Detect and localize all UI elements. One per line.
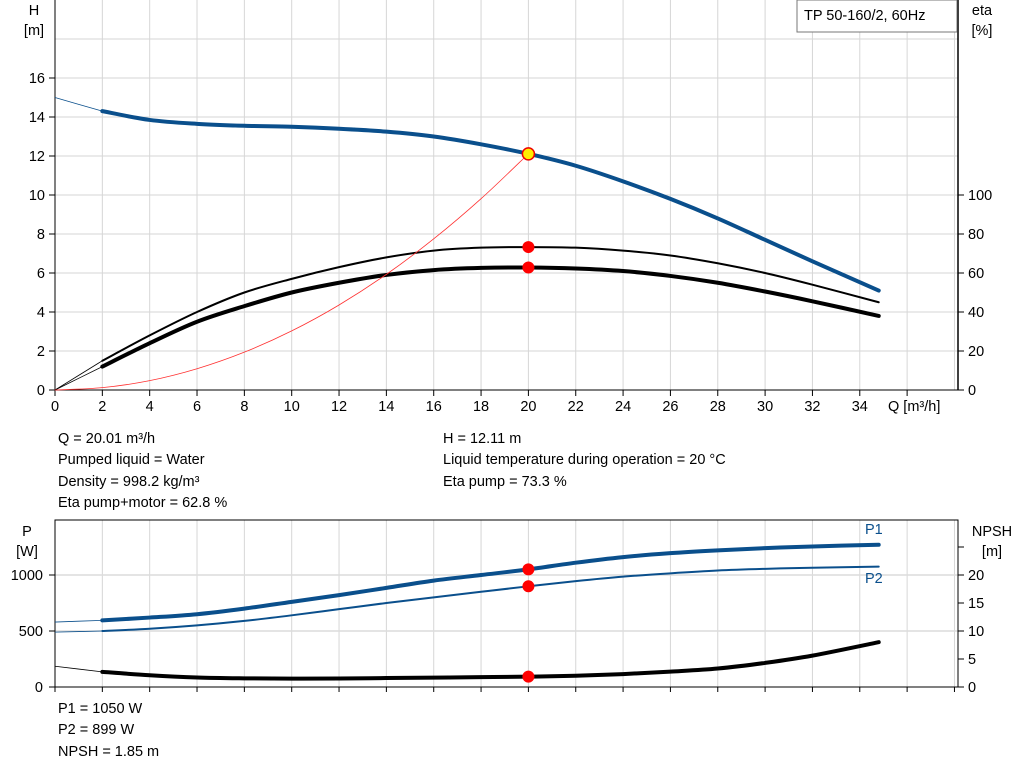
info-npsh: NPSH = 1.85 m [58,744,160,760]
x-tick-label: 32 [804,399,820,415]
y-tick-label: 8 [37,227,45,243]
npsh-tick-label: 15 [968,596,984,612]
x-tick-label: 34 [852,399,868,415]
info-p2: P2 = 899 W [58,722,135,738]
x-tick-label: 14 [378,399,394,415]
bottom-P1-duty-point [522,563,535,576]
y-tick-label: 4 [37,305,45,321]
y-tick-label: 14 [29,110,45,126]
p-tick-label: 500 [19,624,43,640]
x-axis-label: Q [m³/h] [888,399,940,415]
p-axis-unit: [W] [16,544,38,560]
x-tick-label: 12 [331,399,347,415]
x-tick-label: 26 [662,399,678,415]
y2-axis-unit: [%] [972,23,993,39]
p1-series-label: P1 [865,522,883,538]
npsh-axis-unit: [m] [982,544,1002,560]
y2-tick-label: 0 [968,383,976,399]
info-liquid: Pumped liquid = Water [58,452,205,468]
x-tick-label: 20 [520,399,536,415]
x-tick-label: 30 [757,399,773,415]
bottom-P1-extrapolated [54,619,103,623]
info-p1: P1 = 1050 W [58,701,143,717]
y-tick-label: 2 [37,344,45,360]
x-tick-label: 4 [146,399,154,415]
chart-title: TP 50-160/2, 60Hz [804,8,925,24]
bottom-P2-duty-point [522,580,535,593]
info-eta-pump: Eta pump = 73.3 % [443,474,567,490]
npsh-tick-label: 10 [968,624,984,640]
bottom-NPSH-duty-point [522,670,535,683]
info-eta-pump-motor: Eta pump+motor = 62.8 % [58,495,228,511]
bottom-P1-curve [100,542,881,623]
bottom-NPSH-extrapolated [54,665,103,673]
top-H-extrapolated [54,97,103,112]
bottom-NPSH-curve [100,640,881,681]
y-tick-label: 6 [37,266,45,282]
y2-tick-label: 40 [968,305,984,321]
p-tick-label: 1000 [11,568,43,584]
info-flow: Q = 20.01 m³/h [58,431,156,447]
bottom-P2-extrapolated [54,630,103,633]
x-tick-label: 10 [284,399,300,415]
top-system_curve-curve [54,153,529,391]
y-tick-label: 12 [29,149,45,165]
x-tick-label: 22 [568,399,584,415]
top-eta_pump-curve [101,246,880,362]
npsh-tick-label: 0 [968,680,976,696]
y2-axis-label: eta [972,3,993,19]
p2-series-label: P2 [865,571,883,587]
info-density: Density = 998.2 kg/m³ [58,474,200,490]
legend-box [796,0,958,33]
y2-tick-label: 100 [968,188,992,204]
top-eta_pump-duty-point [522,241,535,254]
x-tick-label: 16 [426,399,442,415]
p-axis-label: P [22,524,32,540]
x-tick-label: 28 [710,399,726,415]
y-tick-label: 16 [29,71,45,87]
x-tick-label: 8 [240,399,248,415]
p-tick-label: 0 [35,680,43,696]
bottom-P2-curve [101,565,880,632]
npsh-tick-label: 5 [968,652,976,668]
y-axis-unit: [m] [24,23,44,39]
y-axis-label: H [29,3,39,19]
y-tick-label: 0 [37,383,45,399]
y2-tick-label: 20 [968,344,984,360]
x-tick-label: 2 [98,399,106,415]
top-eta_pump_motor-extrapolated [54,366,103,391]
npsh-axis-label: NPSH [972,524,1012,540]
y2-tick-label: 60 [968,266,984,282]
top-eta_pump_motor-duty-point [522,261,535,274]
npsh-tick-label: 20 [968,568,984,584]
top-eta_pump_motor-curve [100,265,881,369]
info-temperature: Liquid temperature during operation = 20… [443,452,726,468]
x-tick-label: 0 [51,399,59,415]
top-eta_pump-extrapolated [54,360,103,391]
top-H-duty-point [521,147,536,161]
info-head: H = 12.11 m [443,431,522,447]
y-tick-label: 10 [29,188,45,204]
y2-tick-label: 80 [968,227,984,243]
x-tick-label: 18 [473,399,489,415]
top-H-curve [100,109,881,293]
x-tick-label: 24 [615,399,631,415]
x-tick-label: 6 [193,399,201,415]
